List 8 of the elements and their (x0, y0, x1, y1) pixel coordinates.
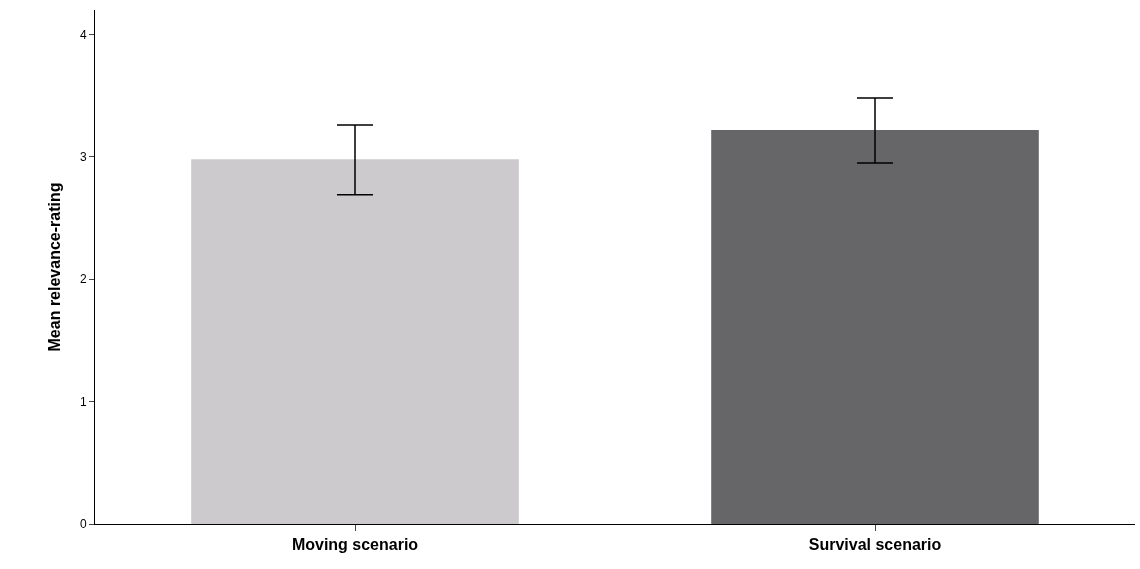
y-tick-label: 2 (79, 272, 87, 287)
y-axis-title: Mean relevance-rating (45, 182, 63, 352)
y-tick-label: 3 (79, 150, 87, 165)
x-tick-label: Survival scenario (808, 536, 942, 554)
y-tick-label: 1 (79, 394, 87, 409)
y-tick-label: 0 (79, 517, 87, 532)
y-tick-label: 4 (79, 27, 87, 42)
x-tick-label: Moving scenario (291, 536, 419, 554)
